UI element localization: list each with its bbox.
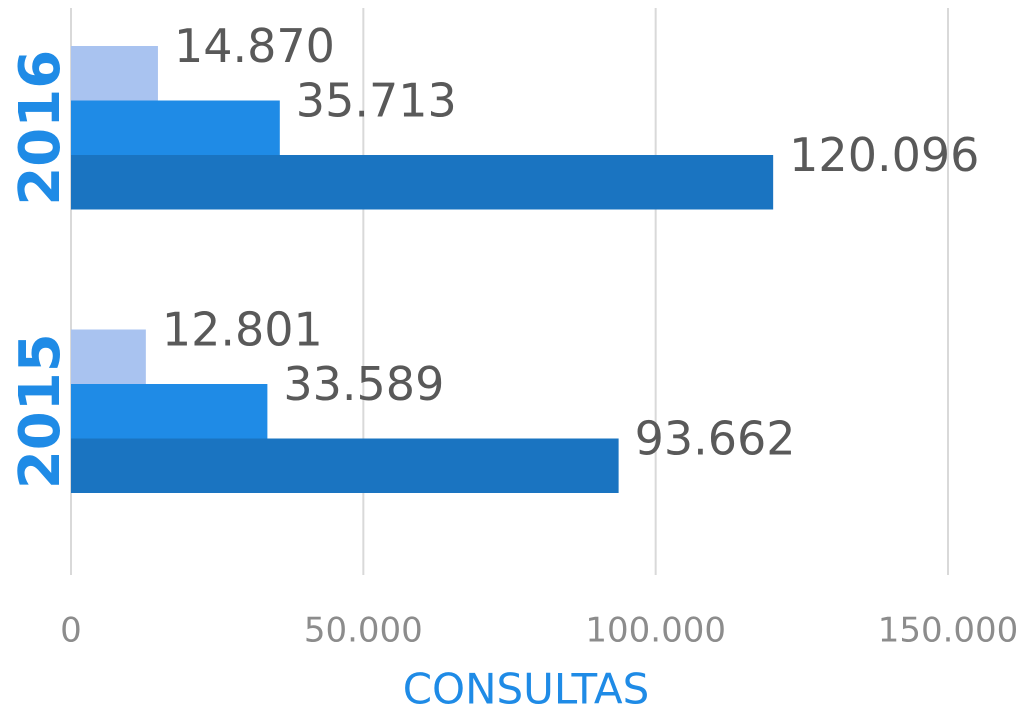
x-tick-label: 50.000 xyxy=(304,611,423,651)
category-label: 2016 xyxy=(8,50,73,206)
value-label: 120.096 xyxy=(789,128,979,182)
value-label: 14.870 xyxy=(174,19,335,73)
x-tick-label: 0 xyxy=(60,611,82,651)
value-label: 35.713 xyxy=(296,73,457,127)
bar xyxy=(71,155,774,210)
bar xyxy=(71,329,146,384)
x-axis-label: CONSULTAS xyxy=(403,665,650,714)
value-label: 33.589 xyxy=(283,357,444,411)
bar xyxy=(71,438,619,493)
value-label: 12.801 xyxy=(162,302,323,356)
x-tick-label: 100.000 xyxy=(585,611,726,651)
value-label: 93.662 xyxy=(635,411,796,465)
category-label: 2015 xyxy=(8,333,73,489)
bar xyxy=(71,46,158,101)
bar xyxy=(71,384,268,439)
x-tick-label: 150.000 xyxy=(878,611,1019,651)
bar xyxy=(71,100,280,155)
